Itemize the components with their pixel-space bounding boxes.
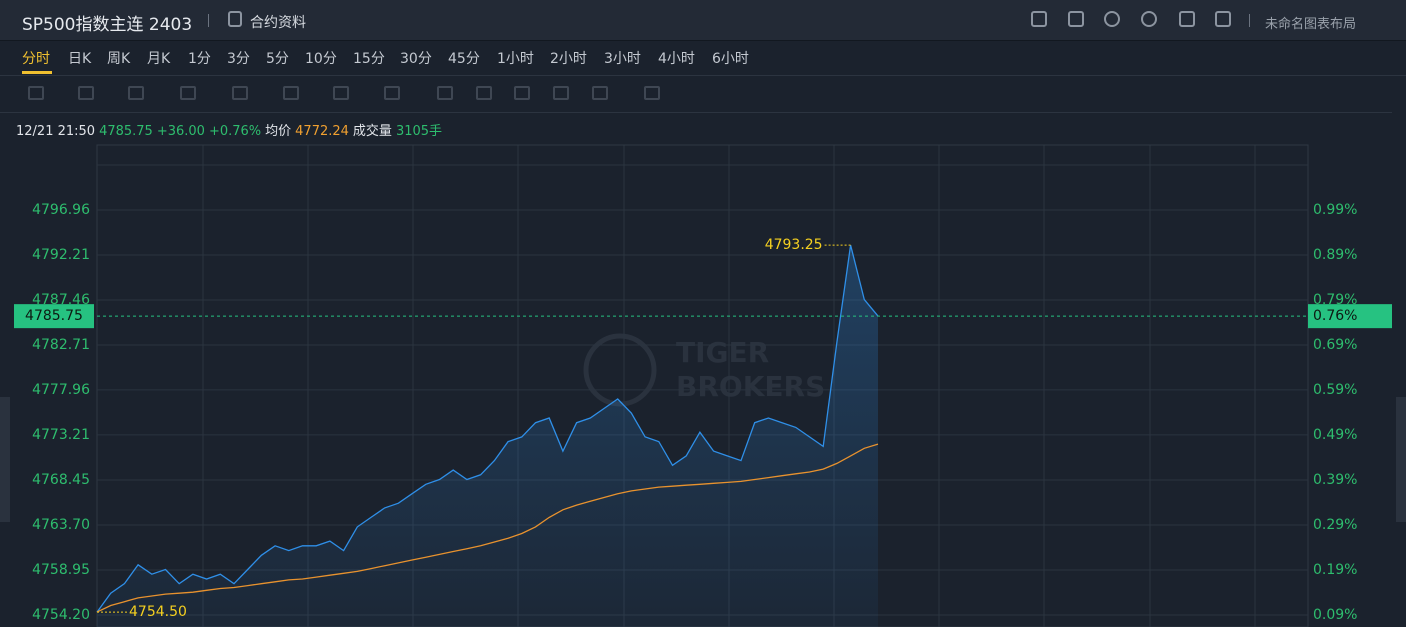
- toolbar: [0, 76, 1392, 113]
- y-tick-label: 4782.71: [32, 337, 90, 353]
- price: 4785.75: [99, 124, 153, 139]
- doc-icon[interactable]: [228, 11, 242, 27]
- tab[interactable]: 4小时: [658, 51, 695, 67]
- tab[interactable]: 1分: [188, 51, 211, 67]
- icon[interactable]: [1179, 11, 1195, 27]
- annotation: 4793.25: [765, 237, 823, 253]
- time: 12/21 21:50: [16, 124, 96, 139]
- tab[interactable]: 15分: [353, 51, 385, 67]
- tool[interactable]: [128, 86, 144, 100]
- change: +36.00: [156, 124, 205, 139]
- y-tick-label: 4777.96: [32, 382, 90, 398]
- current-label: 4785.75: [25, 308, 83, 324]
- tab[interactable]: 2小时: [550, 51, 587, 67]
- tab[interactable]: 3分: [227, 51, 250, 67]
- tool[interactable]: [476, 86, 492, 100]
- tab[interactable]: 6小时: [712, 51, 749, 67]
- tool[interactable]: [333, 86, 349, 100]
- tool[interactable]: [384, 86, 400, 100]
- watermark-logo: [583, 333, 657, 407]
- y-tick-label: 4763.70: [32, 517, 90, 533]
- tab[interactable]: 月K: [147, 51, 171, 67]
- side-handle[interactable]: [1396, 397, 1406, 522]
- tabs: 分时 日K 周K 月K 1分 3分 5分 10分 15分 30分 45分 1小时 2小时 3小时 4小时 6小…: [0, 40, 1406, 76]
- tab[interactable]: 周K: [107, 51, 131, 67]
- tab[interactable]: 5分: [266, 51, 289, 67]
- watermark: BROKERS: [676, 370, 825, 403]
- y2-tick-label: 0.39%: [1313, 472, 1357, 488]
- plot-frame: [96, 144, 1309, 627]
- current-pct-label: 0.76%: [1313, 308, 1357, 324]
- y2-tick-label: 0.29%: [1313, 517, 1357, 533]
- icon[interactable]: [1104, 11, 1120, 27]
- info-bar: 12/21 21:50 4785.75 +36.00 +0.76% 均价 4772.24 成…: [16, 120, 446, 139]
- tab[interactable]: 45分: [448, 51, 480, 67]
- tool[interactable]: [553, 86, 569, 100]
- avg: 4772.24: [295, 124, 349, 139]
- series-line: [96, 443, 879, 613]
- volume: 3105手: [395, 124, 443, 139]
- y2-tick-label: 0.59%: [1313, 382, 1357, 398]
- y-tick-label: 4758.95: [32, 562, 90, 578]
- tool[interactable]: [283, 86, 299, 100]
- contract-info[interactable]: 合约资料: [250, 15, 306, 31]
- current-pct-tag: [1308, 304, 1392, 329]
- header: SP500指数主连 2403 合约资料 未命名图表布局: [0, 0, 1406, 41]
- icon[interactable]: [1215, 11, 1231, 27]
- tool[interactable]: [437, 86, 453, 100]
- icon[interactable]: [1031, 11, 1047, 27]
- tab[interactable]: 30分: [400, 51, 432, 67]
- y2-tick-label: 0.89%: [1313, 247, 1357, 263]
- y2-tick-label: 0.19%: [1313, 562, 1357, 578]
- tab[interactable]: 1小时: [497, 51, 534, 67]
- tool[interactable]: [28, 86, 44, 100]
- y-tick-label: 4796.96: [32, 202, 90, 218]
- y2-tick-label: 0.79%: [1313, 292, 1357, 308]
- y2-tick-label: 0.09%: [1313, 607, 1357, 623]
- tab[interactable]: 日K: [68, 51, 92, 67]
- tool[interactable]: [78, 86, 94, 100]
- tool[interactable]: [180, 86, 196, 100]
- layout-select[interactable]: 未命名图表布局: [1265, 17, 1357, 32]
- avg-label: 均价: [265, 124, 292, 139]
- y2-tick-label: 0.69%: [1313, 337, 1357, 353]
- separator: [1249, 14, 1250, 27]
- annotation: 4754.50: [129, 604, 187, 620]
- side-handle[interactable]: [0, 397, 10, 522]
- tab[interactable]: 10分: [305, 51, 337, 67]
- y-tick-label: 4754.20: [32, 607, 90, 623]
- y-tick-label: 4773.21: [32, 427, 90, 443]
- y-tick-label: 4792.21: [32, 247, 90, 263]
- tab[interactable]: 3小时: [604, 51, 641, 67]
- tool[interactable]: [232, 86, 248, 100]
- y2-tick-label: 0.99%: [1313, 202, 1357, 218]
- tool[interactable]: [644, 86, 660, 100]
- icon[interactable]: [1141, 11, 1157, 27]
- icon[interactable]: [1068, 11, 1084, 27]
- title: SP500指数主连 2403: [22, 15, 193, 35]
- y-tick-label: 4768.45: [32, 472, 90, 488]
- change-pct: +0.76%: [208, 124, 262, 139]
- tab[interactable]: 分时: [22, 51, 50, 67]
- series-line: [96, 244, 879, 613]
- tool[interactable]: [592, 86, 608, 100]
- current-tag: [14, 304, 94, 329]
- tool[interactable]: [514, 86, 530, 100]
- separator: [208, 14, 209, 27]
- active-underline: [22, 71, 52, 74]
- y-tick-label: 4787.46: [32, 292, 90, 308]
- watermark: TIGER: [676, 336, 769, 369]
- volume-label: 成交量: [352, 124, 392, 139]
- y2-tick-label: 0.49%: [1313, 427, 1357, 443]
- price-area: [97, 245, 878, 627]
